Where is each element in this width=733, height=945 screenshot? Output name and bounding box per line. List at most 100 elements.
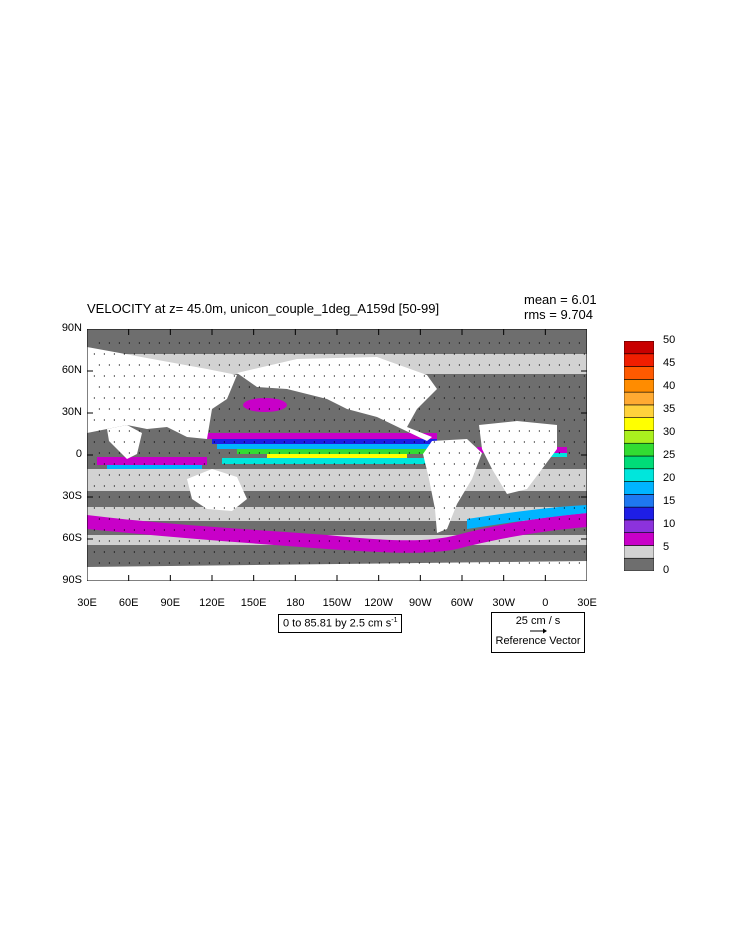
vector-mark <box>353 551 355 553</box>
vector-mark <box>358 342 360 344</box>
vector-mark <box>133 507 135 509</box>
vector-mark <box>398 562 400 564</box>
vector-mark <box>428 518 430 520</box>
vector-mark <box>93 397 95 399</box>
vector-mark <box>433 397 435 399</box>
vector-mark <box>233 441 235 443</box>
vector-mark <box>93 529 95 531</box>
vector-mark <box>368 386 370 388</box>
vector-mark <box>203 419 205 421</box>
vector-mark <box>233 463 235 465</box>
vector-mark <box>393 353 395 355</box>
vector-mark <box>218 540 220 542</box>
vector-mark <box>283 485 285 487</box>
vector-mark <box>408 496 410 498</box>
x-tick-label: 150E <box>240 597 267 609</box>
y-tick-label: 60S <box>62 532 82 544</box>
vector-mark <box>408 342 410 344</box>
vector-mark <box>488 408 490 410</box>
vector-mark <box>383 441 385 443</box>
vector-mark <box>223 507 225 509</box>
vector-mark <box>218 452 220 454</box>
vector-mark <box>458 364 460 366</box>
vector-mark <box>493 529 495 531</box>
vector-mark <box>468 408 470 410</box>
vector-mark <box>518 430 520 432</box>
vector-mark <box>413 397 415 399</box>
colorbar <box>624 341 654 571</box>
vector-mark <box>398 452 400 454</box>
vector-mark <box>523 353 525 355</box>
vector-mark <box>498 408 500 410</box>
vector-mark <box>158 518 160 520</box>
vector-mark <box>133 529 135 531</box>
vector-mark <box>178 474 180 476</box>
vector-mark <box>363 551 365 553</box>
vector-mark <box>323 375 325 377</box>
vector-mark <box>353 463 355 465</box>
vector-mark <box>138 342 140 344</box>
vector-mark <box>343 507 345 509</box>
vector-mark <box>283 463 285 465</box>
vector-mark <box>138 364 140 366</box>
vector-mark <box>303 529 305 531</box>
vector-mark <box>143 353 145 355</box>
land-north-america <box>237 357 437 441</box>
vector-mark <box>148 496 150 498</box>
vector-mark <box>523 551 525 553</box>
vector-mark <box>448 430 450 432</box>
vector-mark <box>148 364 150 366</box>
vector-mark <box>478 342 480 344</box>
vector-mark <box>458 496 460 498</box>
land-australia <box>187 469 247 511</box>
vector-mark <box>408 540 410 542</box>
vector-mark <box>223 485 225 487</box>
vector-mark <box>393 419 395 421</box>
vector-mark <box>213 507 215 509</box>
vector-mark <box>253 551 255 553</box>
vector-mark <box>493 463 495 465</box>
vector-mark <box>378 518 380 520</box>
vector-mark <box>228 496 230 498</box>
vector-mark <box>298 430 300 432</box>
vector-mark <box>328 474 330 476</box>
vector-mark <box>438 518 440 520</box>
vector-mark <box>118 496 120 498</box>
vector-mark <box>283 375 285 377</box>
vector-mark <box>548 408 550 410</box>
x-tick-label: 60E <box>118 597 139 609</box>
vector-mark <box>208 496 210 498</box>
vector-mark <box>98 452 100 454</box>
vector-mark <box>193 463 195 465</box>
vector-mark <box>188 408 190 410</box>
vector-mark <box>278 386 280 388</box>
vector-mark <box>518 452 520 454</box>
vector-mark <box>303 353 305 355</box>
vector-mark <box>258 342 260 344</box>
vector-mark <box>168 452 170 454</box>
velocity-map <box>87 329 587 581</box>
vector-mark <box>293 529 295 531</box>
vector-mark <box>373 485 375 487</box>
vector-mark <box>323 419 325 421</box>
vector-mark <box>538 408 540 410</box>
vector-mark <box>153 441 155 443</box>
vector-mark <box>293 419 295 421</box>
vector-mark <box>268 474 270 476</box>
vector-mark <box>298 496 300 498</box>
vector-mark <box>328 452 330 454</box>
vector-mark <box>283 529 285 531</box>
vector-mark <box>438 364 440 366</box>
vector-mark <box>288 496 290 498</box>
vector-mark <box>508 518 510 520</box>
vector-mark <box>103 485 105 487</box>
vector-mark <box>508 430 510 432</box>
vector-mark <box>348 562 350 564</box>
vector-mark <box>363 375 365 377</box>
vector-mark <box>138 474 140 476</box>
vector-mark <box>328 518 330 520</box>
vector-mark <box>473 507 475 509</box>
vector-mark <box>213 441 215 443</box>
vector-mark <box>553 353 555 355</box>
vector-mark <box>473 441 475 443</box>
